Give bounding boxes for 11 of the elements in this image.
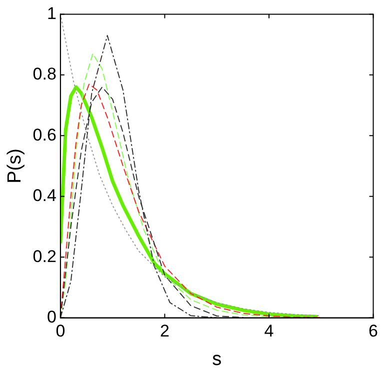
x-axis-title: s bbox=[212, 348, 222, 370]
x-tick-label: 2 bbox=[160, 322, 170, 341]
x-tick-label: 4 bbox=[264, 322, 274, 341]
x-tick-label: 6 bbox=[368, 322, 378, 341]
y-tick-label: 0.6 bbox=[32, 125, 56, 144]
y-axis-title: P(s) bbox=[4, 148, 26, 184]
y-tick-label: 0.8 bbox=[32, 64, 56, 84]
y-tick-label: 0 bbox=[46, 307, 56, 326]
y-tick-label: 1 bbox=[46, 4, 56, 23]
y-tick-label: 0.4 bbox=[32, 186, 56, 206]
y-tick-label: 0.2 bbox=[32, 246, 56, 266]
